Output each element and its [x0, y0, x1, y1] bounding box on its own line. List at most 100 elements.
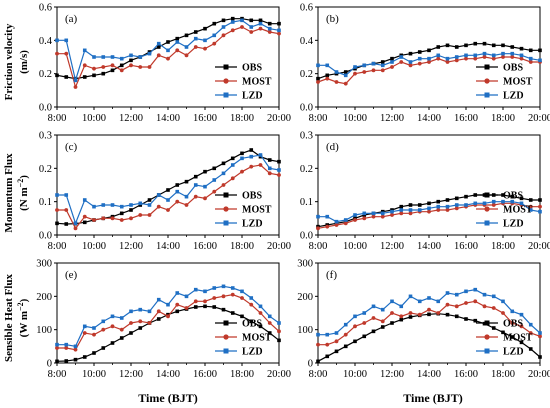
data-point — [221, 183, 226, 187]
x-tick-label: 16:00 — [193, 113, 217, 124]
x-tick-label: 8:00 — [309, 113, 328, 124]
legend-marker — [484, 92, 490, 98]
x-tick-label: 16:00 — [454, 113, 478, 124]
legend-label: OBS — [503, 319, 523, 330]
x-tick-label: 8:00 — [309, 369, 328, 380]
data-point — [147, 203, 152, 207]
data-point — [325, 76, 330, 81]
x-tick-label: 8:00 — [48, 369, 67, 380]
data-point — [436, 204, 441, 209]
data-point — [212, 166, 217, 171]
data-point — [371, 68, 376, 73]
data-point — [408, 60, 413, 64]
data-point — [230, 286, 235, 290]
data-point — [316, 80, 320, 84]
y-label-momentum-flux-close: ) — [18, 175, 30, 179]
data-point — [334, 331, 339, 335]
data-point — [92, 55, 96, 59]
data-point — [184, 45, 189, 49]
data-point — [129, 321, 133, 325]
data-point — [408, 208, 413, 212]
data-point — [175, 309, 180, 314]
data-point — [193, 183, 198, 187]
data-point — [55, 38, 59, 43]
chart-panel-2: 8:00 10:00 12:00 14:00 16:00 18:00 20:00 0.0 0.1… — [39, 131, 291, 253]
data-point — [277, 31, 281, 36]
panels: 8:00 10:00 12:00 14:00 16:00 18:00 20:00 0.0 0.2… — [36, 3, 550, 381]
data-point — [193, 194, 198, 199]
data-point — [510, 194, 515, 199]
data-point — [334, 223, 339, 227]
y-tick-label: 0.3 — [300, 131, 313, 142]
data-point — [138, 55, 143, 59]
data-point — [445, 198, 450, 202]
data-point — [390, 311, 394, 315]
data-point — [528, 208, 533, 212]
data-point — [258, 26, 263, 31]
data-point — [482, 51, 487, 56]
data-point — [64, 208, 69, 212]
data-point — [110, 203, 115, 207]
data-point — [343, 81, 348, 86]
data-point — [184, 194, 189, 199]
data-point — [119, 56, 124, 61]
data-point — [473, 193, 478, 197]
data-point — [454, 203, 459, 207]
data-point — [528, 204, 533, 209]
y-label-momentum-flux-unit: (N m — [18, 187, 30, 211]
legend-marker — [484, 206, 490, 212]
legend-item-obs: OBS — [215, 63, 262, 74]
data-point — [436, 311, 441, 315]
data-point — [267, 166, 272, 171]
data-point — [510, 45, 515, 49]
data-point — [316, 342, 320, 347]
x-tick-label: 18:00 — [230, 369, 254, 380]
data-point — [230, 311, 235, 315]
data-point — [212, 33, 217, 38]
data-point — [325, 342, 330, 347]
data-point — [501, 193, 505, 197]
x-tick-label: 14:00 — [417, 369, 441, 380]
data-point — [166, 48, 170, 53]
data-point — [473, 299, 478, 304]
data-point — [129, 53, 133, 58]
data-point — [316, 76, 320, 81]
data-point — [519, 201, 524, 206]
data-point — [230, 292, 235, 297]
chart-panel-1: 8:00 10:00 12:00 14:00 16:00 18:00 20:00 0.0 0.2… — [300, 3, 550, 125]
data-point — [55, 221, 59, 226]
chart-panel-4: 8:00 10:00 12:00 14:00 16:00 18:00 20:00 0 100 20… — [36, 259, 291, 381]
y-tick-label: 0.6 — [300, 3, 313, 14]
data-point — [316, 63, 320, 68]
data-point — [156, 204, 161, 209]
data-point — [55, 359, 59, 364]
panel-label: (e) — [65, 269, 78, 281]
data-point — [147, 51, 152, 56]
data-point — [316, 332, 320, 337]
data-point — [491, 326, 496, 330]
data-point — [454, 45, 459, 49]
legend-marker — [223, 334, 229, 340]
data-point — [380, 214, 385, 219]
panel-label: (a) — [65, 13, 78, 25]
data-point — [249, 25, 254, 29]
data-point — [473, 56, 478, 61]
x-tick-label: 8:00 — [48, 241, 67, 252]
data-point — [73, 85, 78, 89]
data-point — [203, 46, 207, 51]
data-point — [436, 199, 441, 204]
data-point — [129, 216, 133, 221]
data-point — [399, 211, 404, 216]
data-point — [528, 60, 533, 64]
data-point — [380, 307, 385, 312]
data-point — [334, 349, 339, 354]
data-point — [101, 65, 106, 69]
data-point — [166, 314, 170, 319]
y-tick-label: 0.0 — [39, 231, 52, 242]
data-point — [445, 56, 450, 61]
data-point — [417, 299, 422, 304]
legend-label: LZD — [242, 219, 263, 230]
data-point — [399, 304, 404, 309]
data-point — [64, 222, 69, 226]
data-point — [92, 326, 96, 330]
